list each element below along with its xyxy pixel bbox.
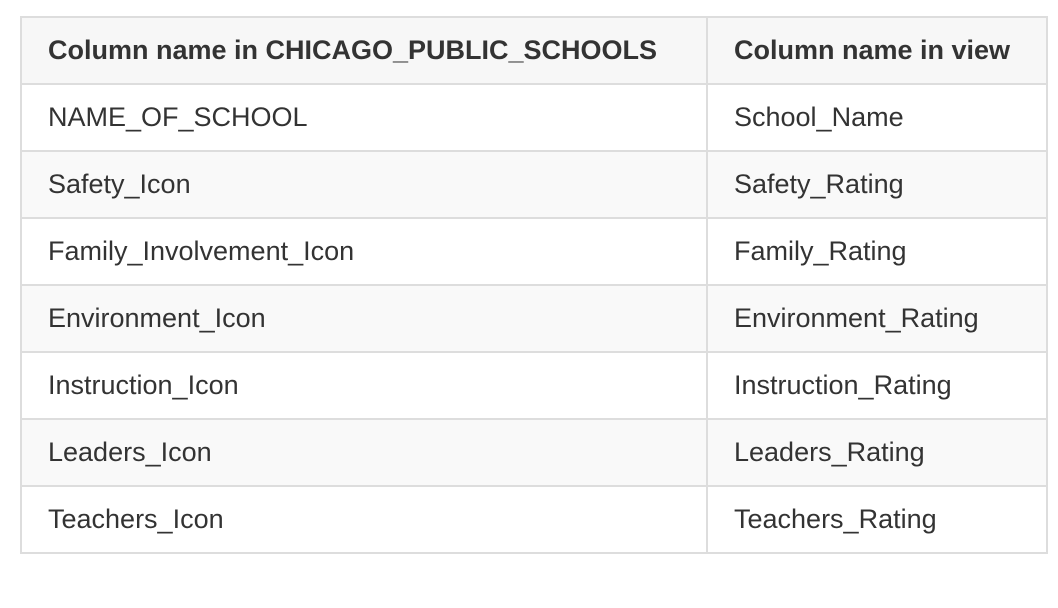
source-column-cell: Teachers_Icon: [20, 485, 708, 554]
table-row: Family_Involvement_Icon Family_Rating: [20, 217, 1048, 286]
table-row: Instruction_Icon Instruction_Rating: [20, 351, 1048, 420]
view-column-cell: Environment_Rating: [706, 284, 1048, 353]
header-view-column: Column name in view: [706, 16, 1048, 85]
table-row: Environment_Icon Environment_Rating: [20, 284, 1048, 353]
header-source-column: Column name in CHICAGO_PUBLIC_SCHOOLS: [20, 16, 708, 85]
table-row: NAME_OF_SCHOOL School_Name: [20, 83, 1048, 152]
source-column-cell: NAME_OF_SCHOOL: [20, 83, 708, 152]
column-mapping-table-container: Column name in CHICAGO_PUBLIC_SCHOOLS Co…: [20, 16, 1048, 554]
view-column-cell: Teachers_Rating: [706, 485, 1048, 554]
view-column-cell: School_Name: [706, 83, 1048, 152]
source-column-cell: Instruction_Icon: [20, 351, 708, 420]
source-column-cell: Leaders_Icon: [20, 418, 708, 487]
view-column-cell: Family_Rating: [706, 217, 1048, 286]
table-row: Safety_Icon Safety_Rating: [20, 150, 1048, 219]
view-column-cell: Instruction_Rating: [706, 351, 1048, 420]
view-column-cell: Leaders_Rating: [706, 418, 1048, 487]
table-row: Teachers_Icon Teachers_Rating: [20, 485, 1048, 554]
source-column-cell: Family_Involvement_Icon: [20, 217, 708, 286]
view-column-cell: Safety_Rating: [706, 150, 1048, 219]
table-row: Leaders_Icon Leaders_Rating: [20, 418, 1048, 487]
table-header-row: Column name in CHICAGO_PUBLIC_SCHOOLS Co…: [20, 16, 1048, 85]
source-column-cell: Environment_Icon: [20, 284, 708, 353]
source-column-cell: Safety_Icon: [20, 150, 708, 219]
column-mapping-table: Column name in CHICAGO_PUBLIC_SCHOOLS Co…: [20, 16, 1048, 554]
